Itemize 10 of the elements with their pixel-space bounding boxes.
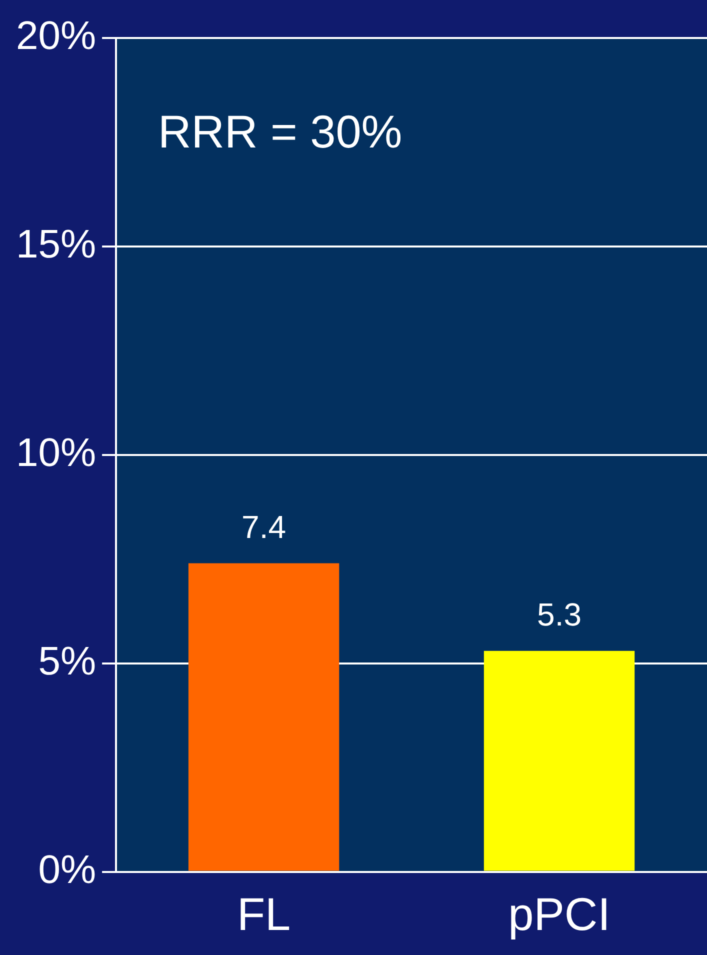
y-tick-label: 5%	[38, 639, 96, 684]
y-tick-label: 0%	[38, 848, 96, 892]
x-tick-label: pPCI	[508, 888, 610, 940]
data-label: 7.4	[242, 509, 286, 546]
y-tick-label: 10%	[16, 430, 96, 475]
annotation: RRR = 30%	[158, 106, 402, 158]
y-tick-label: 20%	[16, 14, 96, 58]
x-tick-label: FL	[236, 888, 291, 940]
data-label: 5.3	[537, 596, 582, 633]
y-tick-label: 15%	[16, 222, 96, 266]
